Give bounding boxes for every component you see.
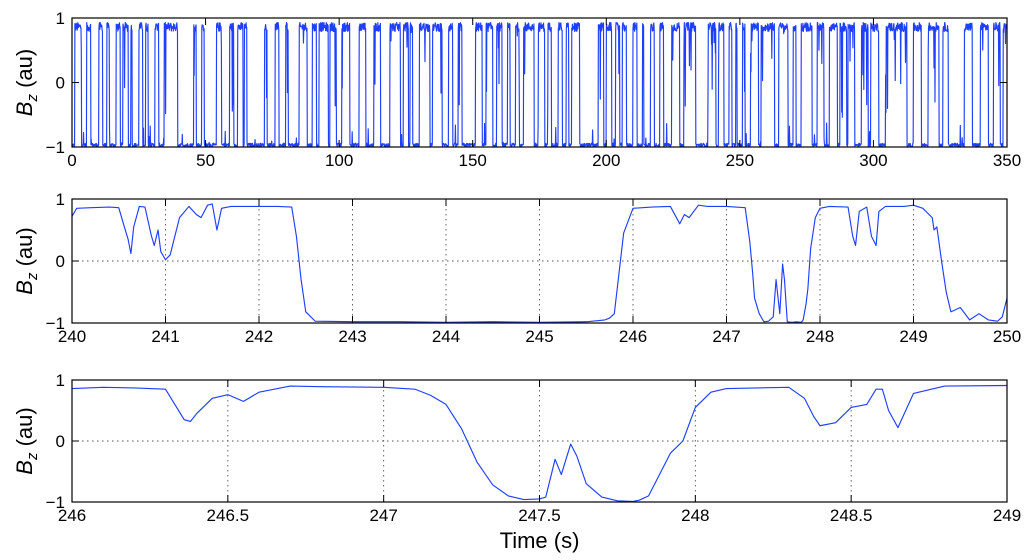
x-tick-label: 50 xyxy=(196,151,215,170)
y-label-unit: (au) xyxy=(12,407,37,452)
y-label-subscript: z xyxy=(24,452,41,461)
y-tick-label: −1 xyxy=(46,493,65,512)
y-axis-label: Bz (au) xyxy=(12,407,41,474)
x-tick-label: 249 xyxy=(993,506,1021,525)
y-tick-label: 0 xyxy=(56,74,65,93)
series-line xyxy=(72,203,1007,323)
y-label-unit: (au) xyxy=(12,49,37,94)
y-label-subscript: z xyxy=(24,94,41,103)
x-tick-label: 246 xyxy=(619,327,647,346)
series-line xyxy=(72,21,1007,148)
panel-zoom-240-250: 240 241 242 243 244 245 246 247 248 249 250 −1 0 1 Bz … xyxy=(12,190,1021,346)
x-tick-label: 248.5 xyxy=(830,506,873,525)
x-tick-label: 150 xyxy=(459,151,487,170)
series-line xyxy=(72,384,1007,502)
y-tick-label: 0 xyxy=(56,252,65,271)
y-label-subscript: z xyxy=(24,272,41,281)
x-tick-label: 100 xyxy=(325,151,353,170)
x-tick-label: 248 xyxy=(806,327,834,346)
y-label-symbol: B xyxy=(12,280,37,295)
x-tick-label: 200 xyxy=(592,151,620,170)
x-tick-label: 250 xyxy=(726,151,754,170)
x-tick-label: 350 xyxy=(993,151,1021,170)
x-tick-label: 244 xyxy=(432,327,460,346)
y-tick-label: 1 xyxy=(56,371,65,390)
x-axis-label: Time (s) xyxy=(500,528,580,553)
x-tick-label: 241 xyxy=(151,327,179,346)
x-tick-label: 300 xyxy=(859,151,887,170)
y-axis-label: Bz (au) xyxy=(12,49,41,116)
x-tick-label: 246 xyxy=(58,506,86,525)
x-tick-label: 247 xyxy=(712,327,740,346)
x-tick-label: 247.5 xyxy=(518,506,561,525)
x-tick-label: 240 xyxy=(58,327,86,346)
y-tick-label: 0 xyxy=(56,432,65,451)
y-tick-label: −1 xyxy=(46,314,65,333)
x-tick-label: 247 xyxy=(369,506,397,525)
x-tick-label: 250 xyxy=(993,327,1021,346)
x-tick-label: 242 xyxy=(245,327,273,346)
y-axis-label: Bz (au) xyxy=(12,227,41,294)
y-tick-label: −1 xyxy=(46,138,65,157)
y-label-symbol: B xyxy=(12,460,37,475)
x-tick-label: 246.5 xyxy=(207,506,250,525)
y-label-symbol: B xyxy=(12,102,37,117)
y-tick-label: 1 xyxy=(56,190,65,209)
x-tick-label: 245 xyxy=(525,327,553,346)
panel-zoom-246-249: 246 246.5 247 247.5 248 248.5 249 −1 0 1 Bz (au) Ti… xyxy=(12,371,1021,553)
x-tick-label: 0 xyxy=(67,151,76,170)
x-tick-label: 249 xyxy=(899,327,927,346)
x-tick-label: 248 xyxy=(681,506,709,525)
y-tick-label: 1 xyxy=(56,9,65,28)
y-label-unit: (au) xyxy=(12,227,37,272)
x-tick-label: 243 xyxy=(338,327,366,346)
